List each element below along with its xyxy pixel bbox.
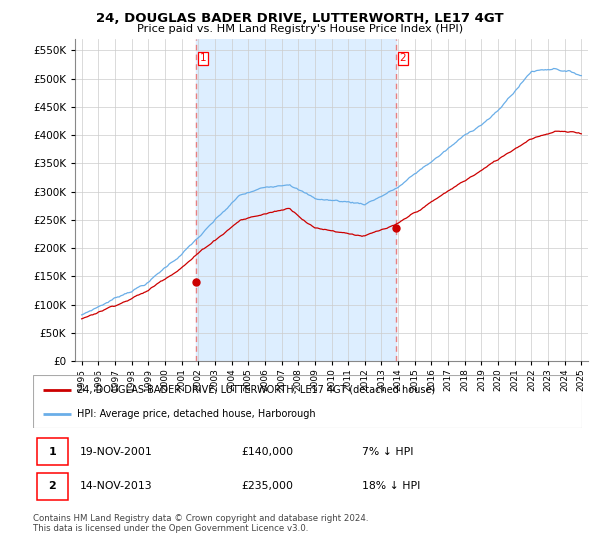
Text: £140,000: £140,000 [242, 447, 294, 456]
Text: 7% ↓ HPI: 7% ↓ HPI [362, 447, 414, 456]
Text: HPI: Average price, detached house, Harborough: HPI: Average price, detached house, Harb… [77, 409, 316, 419]
Text: 1: 1 [49, 447, 56, 456]
Text: 24, DOUGLAS BADER DRIVE, LUTTERWORTH, LE17 4GT: 24, DOUGLAS BADER DRIVE, LUTTERWORTH, LE… [96, 12, 504, 25]
Bar [37, 438, 68, 465]
Text: Price paid vs. HM Land Registry's House Price Index (HPI): Price paid vs. HM Land Registry's House … [137, 24, 463, 34]
Text: 2: 2 [49, 482, 56, 491]
Bar [37, 473, 68, 500]
Text: £235,000: £235,000 [242, 482, 293, 491]
Bar [196, 39, 396, 361]
Text: 2: 2 [400, 53, 406, 63]
Text: 24, DOUGLAS BADER DRIVE, LUTTERWORTH, LE17 4GT (detached house): 24, DOUGLAS BADER DRIVE, LUTTERWORTH, LE… [77, 385, 435, 395]
Text: 19-NOV-2001: 19-NOV-2001 [80, 447, 152, 456]
Text: 14-NOV-2013: 14-NOV-2013 [80, 482, 152, 491]
Text: 1: 1 [200, 53, 206, 63]
Text: Contains HM Land Registry data © Crown copyright and database right 2024.
This d: Contains HM Land Registry data © Crown c… [33, 514, 368, 534]
Text: 18% ↓ HPI: 18% ↓ HPI [362, 482, 421, 491]
